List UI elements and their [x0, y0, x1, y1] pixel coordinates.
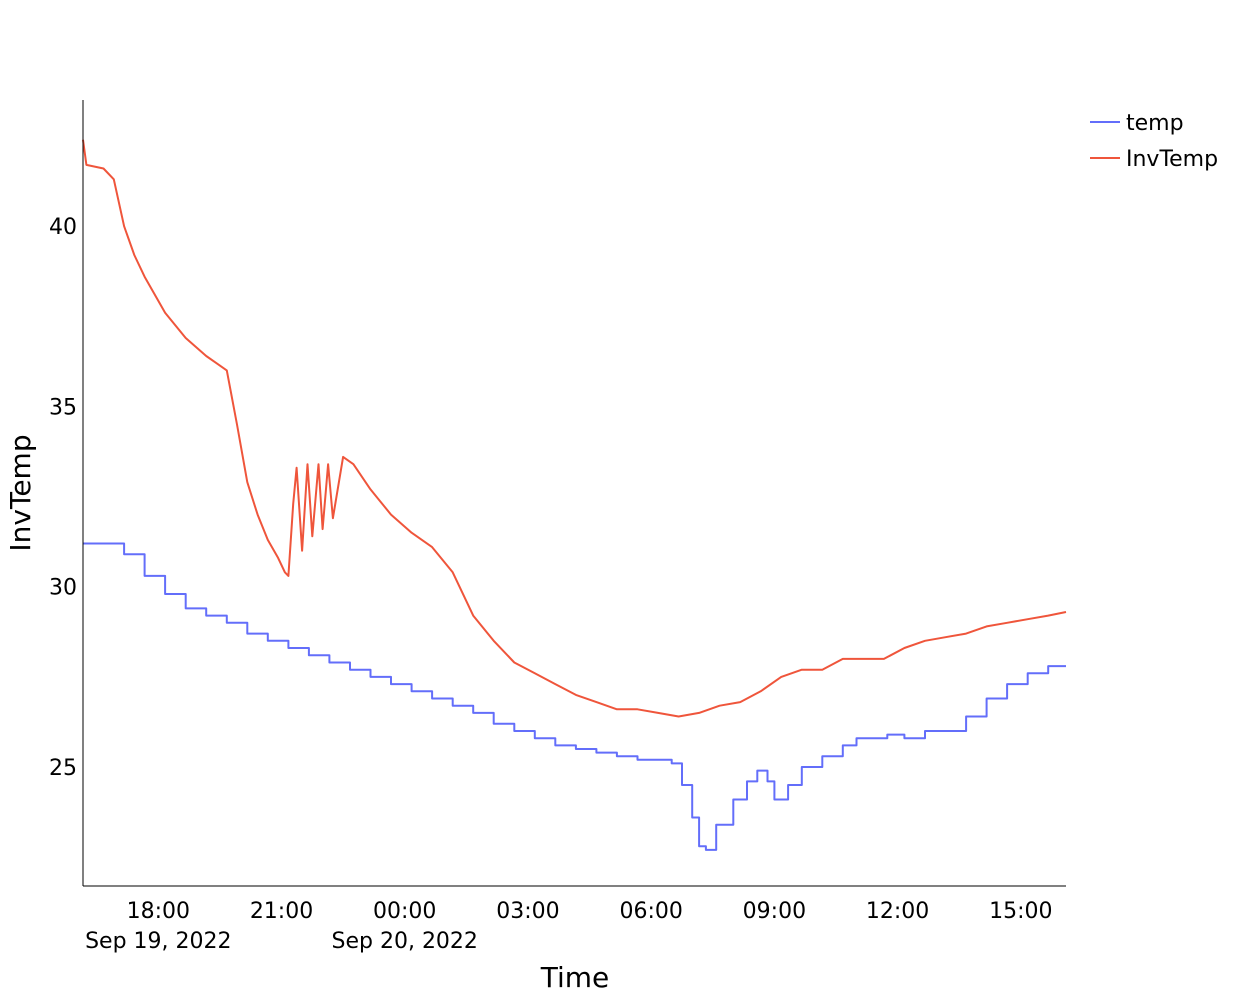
y-tick-label: 40 [49, 215, 77, 240]
x-tick-label: 18:00 [127, 899, 190, 924]
legend-label: InvTemp [1126, 147, 1218, 172]
series-line-temp[interactable] [83, 542, 1066, 851]
legend-item-invtemp[interactable]: InvTemp [1090, 147, 1218, 172]
axes: 18:00 Sep 19, 2022 21:00 00:00 Sep 20, 2022 0… [49, 100, 1066, 954]
series-line-invtemp[interactable] [82, 139, 1067, 718]
x-tick-label: 00:00 [373, 899, 436, 924]
x-tick-date-label: Sep 20, 2022 [332, 929, 478, 954]
x-tick-label: 15:00 [989, 899, 1052, 924]
x-tick-label: 09:00 [743, 899, 806, 924]
y-tick-labels: 25 30 35 40 [49, 215, 77, 781]
x-tick-label: 06:00 [619, 899, 682, 924]
y-tick-label: 30 [49, 576, 77, 601]
x-axis-title: Time [540, 961, 610, 994]
plot-area [82, 139, 1067, 851]
y-tick-label: 35 [49, 395, 77, 420]
x-tick-date-label: Sep 19, 2022 [85, 929, 231, 954]
legend-item-temp[interactable]: temp [1090, 111, 1184, 136]
legend-label: temp [1126, 111, 1184, 136]
x-tick-label: 21:00 [250, 899, 313, 924]
x-tick-label: 03:00 [496, 899, 559, 924]
y-tick-label: 25 [49, 756, 77, 781]
legend[interactable]: temp InvTemp [1090, 111, 1218, 172]
x-tick-label: 12:00 [866, 899, 929, 924]
y-axis-title: InvTemp [4, 434, 37, 551]
x-tick-labels: 18:00 Sep 19, 2022 21:00 00:00 Sep 20, 2022 0… [85, 899, 1052, 954]
